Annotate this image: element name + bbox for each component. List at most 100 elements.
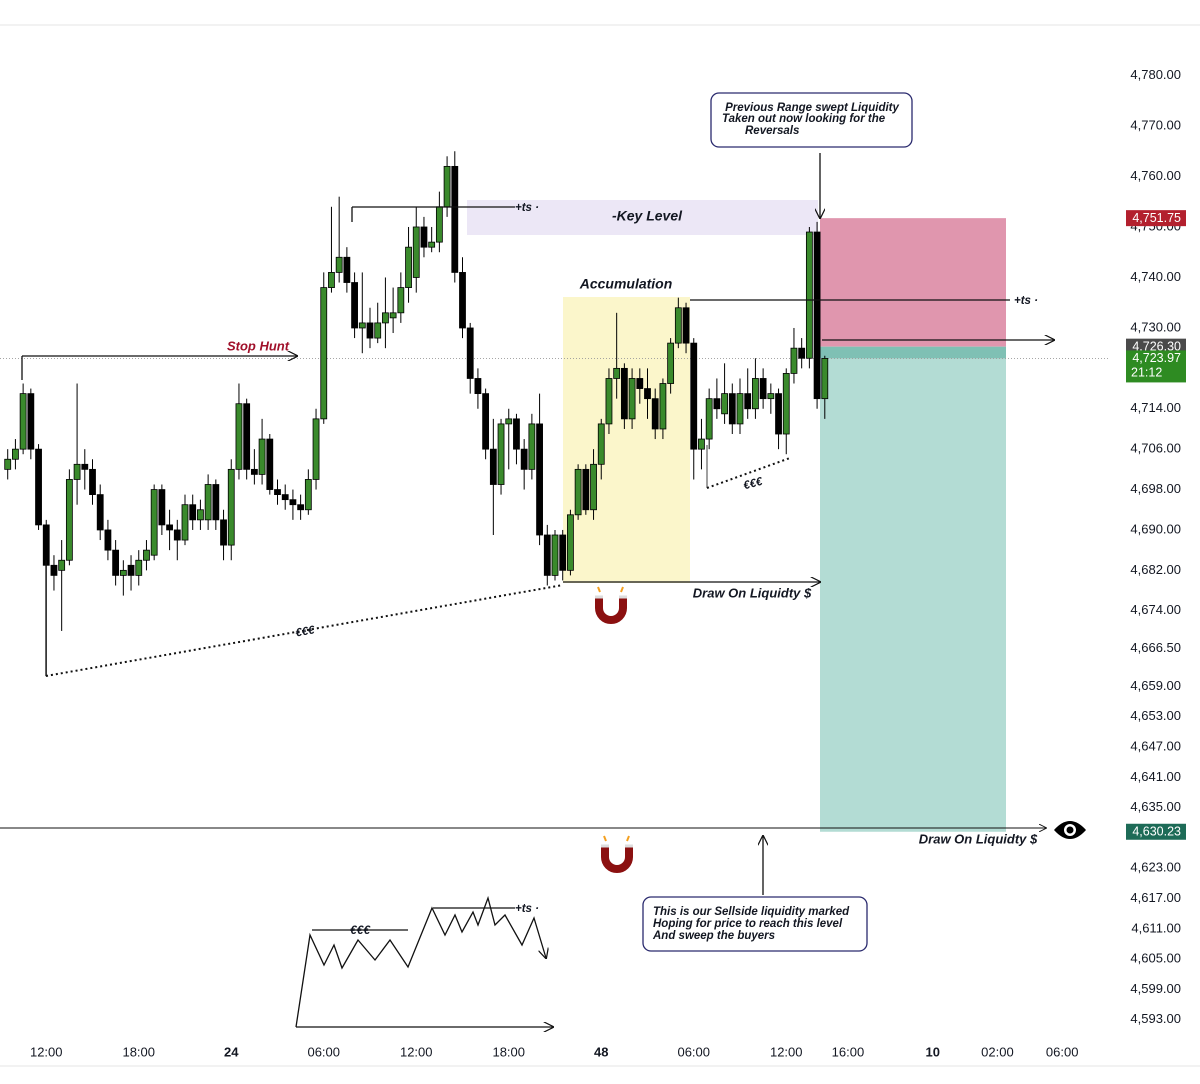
candle-body <box>181 504 189 541</box>
accumulation-label: Accumulation <box>579 276 673 292</box>
y-tick-label: 4,599.00 <box>1130 981 1181 996</box>
euro-label: €€€ <box>295 624 317 639</box>
x-tick-label: 18:00 <box>122 1044 155 1059</box>
candle-body <box>705 398 713 440</box>
y-tick-label: 4,674.00 <box>1130 602 1181 617</box>
price-tag-label: 4,630.23 <box>1132 825 1181 839</box>
draw-liquidity-label: Draw On Liquidty $ <box>693 585 812 600</box>
candle-body <box>620 367 628 420</box>
candle-body <box>35 448 42 526</box>
y-tick-label: 4,641.00 <box>1130 769 1181 784</box>
euro-label: €€€ <box>350 923 371 937</box>
sketch <box>295 895 553 1027</box>
y-tick-label: 4,730.00 <box>1130 319 1181 334</box>
candle-body <box>767 393 775 400</box>
candle-body <box>358 322 366 329</box>
candle-body <box>12 448 19 460</box>
candle-body <box>536 423 543 536</box>
candle-body <box>374 322 382 339</box>
candle-body <box>674 307 682 344</box>
stop-zone <box>820 218 1006 347</box>
candle-body <box>389 312 397 319</box>
candle-body <box>428 241 436 248</box>
y-tick-label: 4,698.00 <box>1130 481 1181 496</box>
candle-body <box>42 524 50 566</box>
candle-body <box>73 463 81 480</box>
y-tick-label: 4,760.00 <box>1130 168 1181 183</box>
candle-body <box>266 438 274 490</box>
y-tick-label: 4,605.00 <box>1130 951 1181 966</box>
magnet-icon <box>601 835 633 873</box>
candle-body <box>312 418 320 480</box>
x-tick-label: 48 <box>594 1044 608 1059</box>
y-tick-label: 4,593.00 <box>1130 1011 1181 1026</box>
candle-body <box>158 489 166 526</box>
y-tick-label: 4,740.00 <box>1130 269 1181 284</box>
y-tick-label: 4,770.00 <box>1130 117 1181 132</box>
candle-body <box>513 418 520 450</box>
candle-body <box>197 509 204 521</box>
candle-body <box>821 358 829 400</box>
candle-body <box>351 282 358 329</box>
candle-body <box>759 378 767 400</box>
callout-text: Taken out now looking for the <box>722 113 886 125</box>
key-level-label: -Key Level <box>612 208 683 224</box>
candle-body <box>551 534 559 576</box>
candle-body <box>466 327 474 379</box>
countdown-label: 21:12 <box>1131 366 1162 380</box>
price-tag-label: 4,751.75 <box>1132 211 1181 225</box>
candle-body <box>289 499 297 506</box>
candle-body <box>628 378 636 420</box>
candle-body <box>65 479 73 561</box>
candle-body <box>736 393 744 425</box>
profit-zone <box>820 346 1006 359</box>
y-tick-label: 4,635.00 <box>1130 799 1181 814</box>
candle-body <box>304 479 312 511</box>
y-tick-label: 4,682.00 <box>1130 562 1181 577</box>
price-tag <box>1126 350 1186 383</box>
x-tick-label: 10 <box>925 1044 939 1059</box>
y-tick-label: 4,611.00 <box>1131 920 1181 935</box>
candle-body <box>343 256 351 283</box>
candle-body <box>328 272 335 288</box>
eye-icon <box>1054 821 1086 839</box>
callout-text: Hoping for price to reach this level <box>653 918 843 930</box>
candle-body <box>258 438 266 475</box>
candle-body <box>728 393 736 425</box>
candle-body <box>127 564 135 576</box>
candle-body <box>81 463 89 470</box>
candle-body <box>89 468 96 496</box>
candle-body <box>667 342 675 384</box>
candle-body <box>543 534 551 576</box>
candle-body <box>752 378 759 410</box>
y-tick-label: 4,666.50 <box>1130 640 1181 655</box>
candle-body <box>713 398 721 410</box>
candle-body <box>682 307 690 344</box>
candle-body <box>4 458 12 470</box>
candle-body <box>104 529 112 551</box>
candle-body <box>489 448 497 485</box>
candle-body <box>559 534 567 571</box>
price-tag-label: 4,723.97 <box>1132 351 1181 365</box>
candle-body <box>243 403 251 470</box>
candle-body <box>459 272 466 329</box>
candle-body <box>420 226 428 248</box>
y-tick-label: 4,647.00 <box>1130 739 1181 754</box>
candle-body <box>520 448 528 470</box>
candle-body <box>166 524 173 531</box>
y-tick-label: 4,653.00 <box>1130 708 1181 723</box>
candle-body <box>50 564 58 576</box>
candle-body <box>135 559 143 576</box>
candle-body <box>659 383 667 430</box>
y-tick-label: 4,659.00 <box>1130 678 1181 693</box>
candle-body <box>405 246 412 288</box>
candle-body <box>281 494 289 501</box>
candle-body <box>813 231 821 400</box>
candle-body <box>567 514 574 571</box>
candle-body <box>782 373 790 435</box>
price-tag-label: 4,726.30 <box>1132 339 1181 353</box>
candle-body <box>27 393 35 450</box>
axes: 4,780.004,770.004,760.004,750.004,740.00… <box>30 67 1186 1059</box>
candle-body <box>597 423 605 465</box>
y-tick-label: 4,617.00 <box>1130 890 1181 905</box>
